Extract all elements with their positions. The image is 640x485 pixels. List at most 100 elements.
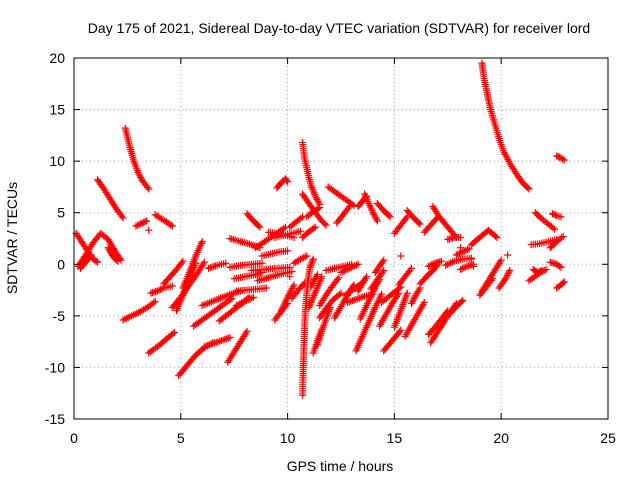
data-point bbox=[334, 275, 342, 283]
data-point bbox=[137, 220, 145, 228]
data-point bbox=[560, 156, 568, 164]
data-point bbox=[448, 258, 456, 266]
data-point bbox=[322, 221, 330, 229]
data-point bbox=[168, 282, 176, 290]
data-point bbox=[311, 190, 319, 198]
data-point bbox=[402, 214, 410, 222]
data-point bbox=[244, 296, 252, 304]
data-point bbox=[258, 259, 266, 267]
data-point bbox=[309, 257, 317, 265]
data-point bbox=[239, 298, 247, 306]
data-point bbox=[312, 194, 320, 202]
y-tick-label: 10 bbox=[49, 153, 65, 169]
data-point bbox=[119, 316, 127, 324]
data-point bbox=[416, 220, 424, 228]
data-point bbox=[145, 226, 153, 234]
data-point bbox=[551, 225, 559, 233]
data-point bbox=[557, 263, 565, 271]
data-point bbox=[284, 247, 292, 255]
data-point bbox=[410, 295, 418, 303]
data-point bbox=[454, 250, 462, 258]
data-point bbox=[502, 273, 510, 281]
data-point bbox=[123, 314, 131, 322]
data-point bbox=[425, 262, 433, 270]
data-point bbox=[467, 255, 475, 263]
y-axis-label: SDTVAR / TECUs bbox=[4, 182, 20, 294]
data-point bbox=[396, 328, 404, 336]
data-point bbox=[286, 273, 294, 281]
data-point bbox=[357, 293, 365, 301]
data-point bbox=[207, 340, 215, 348]
data-point bbox=[208, 263, 216, 271]
data-point bbox=[178, 259, 186, 267]
data-point bbox=[298, 254, 306, 262]
data-point bbox=[92, 257, 100, 265]
data-point bbox=[407, 299, 415, 307]
data-point bbox=[312, 286, 320, 294]
data-point bbox=[145, 185, 153, 193]
data-point bbox=[136, 172, 144, 180]
data-point bbox=[308, 258, 316, 266]
data-point bbox=[87, 251, 95, 259]
data-point bbox=[86, 252, 94, 260]
data-point bbox=[309, 255, 317, 263]
data-point bbox=[420, 298, 428, 306]
data-point bbox=[536, 267, 544, 275]
data-point bbox=[557, 213, 565, 221]
data-point bbox=[311, 290, 319, 298]
data-point bbox=[350, 296, 358, 304]
data-point bbox=[345, 298, 353, 306]
x-tick-label: 20 bbox=[493, 430, 509, 446]
data-point bbox=[105, 245, 113, 253]
data-point bbox=[228, 294, 236, 302]
data-point bbox=[307, 298, 315, 306]
data-point bbox=[551, 211, 559, 219]
data-point bbox=[248, 294, 256, 302]
data-point bbox=[134, 221, 142, 229]
data-point bbox=[299, 280, 307, 288]
data-point bbox=[199, 260, 207, 268]
data-point bbox=[135, 170, 143, 178]
data-point bbox=[363, 273, 371, 281]
data-point bbox=[397, 252, 405, 260]
data-point bbox=[459, 296, 467, 304]
data-point bbox=[496, 258, 504, 266]
data-point bbox=[316, 204, 324, 212]
data-point bbox=[456, 249, 464, 257]
data-point bbox=[492, 232, 500, 240]
data-point bbox=[307, 260, 315, 268]
data-point bbox=[306, 300, 314, 308]
data-point bbox=[135, 221, 143, 229]
data-point bbox=[309, 187, 317, 195]
data-point bbox=[155, 286, 163, 294]
data-point bbox=[386, 213, 394, 221]
x-tick-label: 10 bbox=[280, 430, 296, 446]
data-point bbox=[459, 248, 467, 256]
data-point bbox=[223, 335, 231, 343]
data-point bbox=[315, 199, 323, 207]
data-point bbox=[339, 268, 347, 276]
data-point bbox=[241, 297, 249, 305]
data-point bbox=[151, 297, 159, 305]
data-point bbox=[296, 255, 304, 263]
data-point bbox=[457, 233, 465, 241]
data-point bbox=[198, 238, 206, 246]
data-point bbox=[212, 338, 220, 346]
data-point bbox=[232, 302, 240, 310]
data-point bbox=[288, 268, 296, 276]
chart-title: Day 175 of 2021, Sidereal Day-to-day VTE… bbox=[88, 20, 590, 36]
data-point bbox=[457, 265, 465, 273]
data-point bbox=[217, 337, 225, 345]
data-point bbox=[106, 247, 114, 255]
grid bbox=[74, 58, 608, 419]
data-point bbox=[349, 263, 357, 271]
data-point bbox=[458, 265, 466, 273]
data-point bbox=[426, 262, 434, 270]
data-point bbox=[340, 267, 348, 275]
data-point bbox=[119, 214, 127, 222]
data-point bbox=[222, 259, 230, 267]
y-tick-label: 5 bbox=[57, 205, 65, 221]
data-point bbox=[559, 279, 567, 287]
data-point bbox=[262, 284, 270, 292]
